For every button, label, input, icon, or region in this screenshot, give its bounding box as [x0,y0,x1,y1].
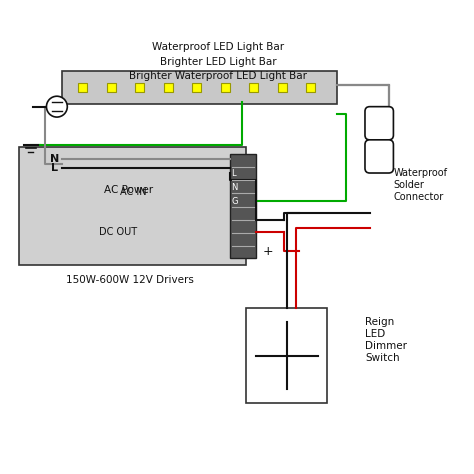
Text: L: L [51,163,58,173]
Bar [136,83,144,92]
Text: AC IN: AC IN [120,187,147,197]
Text: LED: LED [365,329,385,339]
Text: N: N [231,183,237,191]
Bar [19,147,246,265]
FancyBboxPatch shape [365,107,393,140]
Bar [62,71,337,104]
Text: 150W-600W 12V Drivers: 150W-600W 12V Drivers [66,274,194,285]
Text: Brighter LED Light Bar: Brighter LED Light Bar [160,56,276,67]
Text: Brighter Waterproof LED Light Bar: Brighter Waterproof LED Light Bar [129,71,307,81]
Bar [107,83,116,92]
Text: Solder: Solder [393,180,424,190]
Text: Switch: Switch [365,353,400,363]
Text: Waterproof: Waterproof [393,168,447,178]
Text: DC OUT: DC OUT [100,227,137,237]
Text: -: - [265,214,270,227]
Bar [192,83,201,92]
Bar [277,83,286,92]
Text: G: G [231,197,238,206]
Text: +: + [263,245,273,258]
Bar [164,83,173,92]
Bar [246,308,327,403]
Text: L: L [231,169,236,177]
Text: Connector: Connector [393,191,444,202]
Bar [230,154,256,258]
Text: N: N [50,154,59,164]
Text: Dimmer: Dimmer [365,341,407,351]
Bar [220,83,229,92]
Text: AC Power: AC Power [104,184,154,195]
FancyBboxPatch shape [365,140,393,173]
Bar [78,83,87,92]
Bar [249,83,258,92]
Text: Reign: Reign [365,317,394,328]
Bar [306,83,315,92]
Circle shape [46,96,67,117]
Text: Waterproof LED Light Bar: Waterproof LED Light Bar [152,42,284,53]
